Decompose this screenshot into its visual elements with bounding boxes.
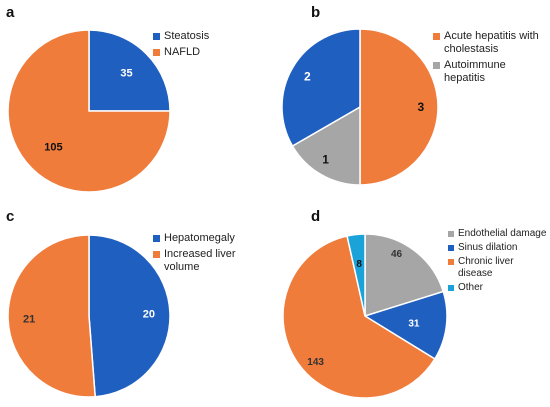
- pie-slice-steatosis: [88, 29, 171, 112]
- legend-swatch: [433, 62, 440, 69]
- pie-slice-sinus-dilation: [363, 290, 448, 360]
- legend-swatch: [448, 245, 454, 251]
- legend-label: Other: [458, 282, 484, 293]
- legend-b: Acute hepatitis with cholestasis Autoimmu…: [433, 30, 549, 88]
- legend-swatch: [153, 235, 160, 242]
- legend-item-chronic-liver-disease: Chronic liver disease: [448, 256, 548, 280]
- panel-letter-b: b: [311, 4, 321, 21]
- legend-item-other: Other: [448, 282, 548, 294]
- data-label-nafld: 105: [44, 142, 62, 154]
- legend-swatch: [448, 285, 454, 291]
- pie-slice-chronic-liver-disease: [282, 235, 436, 399]
- pie-chart-d: 46 31 143 8: [282, 233, 448, 399]
- data-label-chronic-liver-disease: 143: [307, 357, 324, 368]
- legend-label: NAFLD: [164, 46, 201, 58]
- legend-swatch: [153, 49, 160, 56]
- legend-label: Increased liver volume: [164, 248, 236, 273]
- legend-item-autoimmune-hepatitis: Autoimmune hepatitis: [433, 59, 549, 85]
- legend-label: Hepatomegaly: [164, 232, 235, 244]
- data-label-endothelial-damage: 46: [391, 249, 403, 260]
- data-label-other: 8: [356, 259, 362, 270]
- pie-slice-endothelial-damage: [364, 233, 445, 318]
- legend-label: Endothelial damage: [458, 228, 547, 239]
- panel-letter-a: a: [6, 4, 15, 21]
- pie-chart-a: 35 105: [7, 29, 171, 193]
- legend-label: Sinus dilation: [458, 242, 518, 253]
- data-label-acute-hepatitis-with-cholestasis: 3: [417, 100, 424, 114]
- legend-a: Steatosis NAFLD: [153, 30, 273, 62]
- data-label-steatosis: 35: [120, 67, 132, 79]
- legend-d: Endothelial damage Sinus dilation Chronic …: [448, 228, 548, 296]
- pie-slice-other: [346, 233, 366, 317]
- data-label-increased-liver-volume: 21: [23, 313, 35, 325]
- pie-slice-value-2: [281, 28, 361, 148]
- legend-label: Steatosis: [164, 30, 210, 42]
- legend-item-steatosis: Steatosis: [153, 30, 273, 43]
- data-label-value-2: 2: [304, 70, 311, 84]
- panel-letter-d: d: [311, 208, 321, 225]
- pie-chart-b: 3 1 2: [281, 28, 439, 186]
- legend-item-increased-liver-volume: Increased liver volume: [153, 248, 268, 274]
- legend-c: Hepatomegaly Increased liver volume: [153, 232, 268, 277]
- legend-swatch: [433, 33, 440, 40]
- data-label-hepatomegaly: 20: [143, 309, 155, 321]
- legend-label: Acute hepatitis with cholestasis: [444, 30, 539, 55]
- panel-d: d 46 31 143 8 Endothelial damage Sinus dilat…: [275, 204, 550, 407]
- legend-item-hepatomegaly: Hepatomegaly: [153, 232, 268, 245]
- legend-label: Chronic liver disease: [458, 256, 514, 279]
- panel-b: b 3 1 2 Acute hepatitis with cholestasis Au…: [275, 0, 550, 204]
- legend-swatch: [153, 251, 160, 258]
- legend-item-endothelial-damage: Endothelial damage: [448, 228, 548, 240]
- pie-slice-autoimmune-hepatitis: [291, 105, 361, 186]
- legend-item-acute-hepatitis-with-cholestasis: Acute hepatitis with cholestasis: [433, 30, 549, 56]
- legend-item-sinus-dilation: Sinus dilation: [448, 242, 548, 254]
- data-label-sinus-dilation: 31: [408, 319, 420, 330]
- panel-letter-c: c: [6, 208, 15, 225]
- pie-slice-hepatomegaly: [88, 234, 171, 398]
- panel-c: c 20 21 Hepatomegaly Increased liver volum…: [0, 204, 275, 407]
- panel-a: a 35 105 Steatosis NAFLD: [0, 0, 275, 204]
- pie-slice-nafld: [7, 29, 171, 193]
- pie-slice-acute-hepatitis-with-cholestasis: [359, 28, 439, 186]
- pie-slice-increased-liver-volume: [7, 234, 97, 398]
- data-label-autoimmune-hepatitis: 1: [322, 153, 329, 167]
- legend-swatch: [448, 231, 454, 237]
- legend-swatch: [448, 259, 454, 265]
- legend-item-nafld: NAFLD: [153, 46, 273, 59]
- legend-label: Autoimmune hepatitis: [444, 59, 506, 84]
- legend-swatch: [153, 33, 160, 40]
